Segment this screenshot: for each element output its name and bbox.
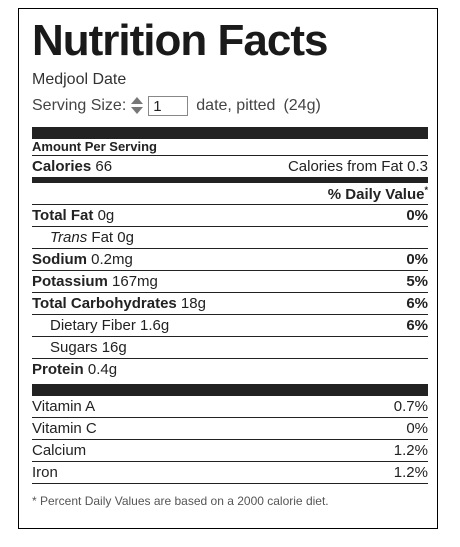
nutrient-label: Total Fat xyxy=(32,207,94,224)
nutrient-label: Fat xyxy=(87,229,114,246)
nutrient-row-sugars: Sugars 16g xyxy=(32,337,428,359)
vitamin-row: Calcium 1.2% xyxy=(32,440,428,462)
daily-value-header-text: % Daily Value* xyxy=(328,185,428,203)
nutrient-label: Dietary Fiber xyxy=(50,317,136,334)
vitamin-row: Vitamin A 0.7% xyxy=(32,396,428,418)
nutrient-cell: Trans Fat 0g xyxy=(50,229,134,246)
nutrient-row-sodium: Sodium 0.2mg 0% xyxy=(32,249,428,271)
nutrient-cell: Potassium 167mg xyxy=(32,273,158,290)
vitamin-dv: 0.7% xyxy=(393,398,428,415)
calories-from-fat-cell: Calories from Fat 0.3 xyxy=(288,158,428,175)
calories-from-fat-value: 0.3 xyxy=(407,158,428,175)
nutrient-cell: Sodium 0.2mg xyxy=(32,251,133,268)
thick-divider xyxy=(32,127,428,139)
nutrient-dv: 0% xyxy=(406,251,428,268)
nutrient-label: Total Carbohydrates xyxy=(32,295,177,312)
calories-value: 66 xyxy=(95,158,113,175)
nutrient-dv: 0% xyxy=(406,207,428,224)
calories-row: Calories 66 Calories from Fat 0.3 xyxy=(32,156,428,177)
nutrient-cell: Dietary Fiber 1.6g xyxy=(50,317,169,334)
nutrient-label: Potassium xyxy=(32,273,108,290)
nutrient-amount: 1.6g xyxy=(140,317,170,334)
nutrient-row-total-fat: Total Fat 0g 0% xyxy=(32,205,428,227)
nutrient-row-potassium: Potassium 167mg 5% xyxy=(32,271,428,293)
nutrient-row-dietary-fiber: Dietary Fiber 1.6g 6% xyxy=(32,315,428,337)
chevron-up-icon[interactable] xyxy=(131,97,144,104)
nutrient-amount: 0.2mg xyxy=(91,251,133,268)
daily-value-asterisk: * xyxy=(424,184,428,195)
vitamin-row: Iron 1.2% xyxy=(32,462,428,484)
nutrient-amount: 0g xyxy=(97,207,115,224)
calories-from-fat-label: Calories from Fat xyxy=(287,158,403,175)
nutrient-row-trans-fat: Trans Fat 0g xyxy=(32,227,428,249)
nutrient-dv: 6% xyxy=(406,295,428,312)
medium-divider xyxy=(32,177,428,183)
nutrition-label-content: Nutrition Facts Medjool Date Serving Siz… xyxy=(32,9,428,508)
nutrient-label-italic: Trans xyxy=(50,229,88,246)
vitamin-label: Vitamin C xyxy=(32,420,97,437)
nutrient-amount: 18g xyxy=(180,295,206,312)
nutrient-label: Sugars xyxy=(50,339,98,356)
nutrient-cell: Total Carbohydrates 18g xyxy=(32,295,206,312)
calories-cell: Calories 66 xyxy=(32,158,112,175)
daily-value-header: % Daily Value* xyxy=(32,183,428,205)
daily-value-footnote: * Percent Daily Values are based on a 20… xyxy=(32,494,329,508)
nutrient-label: Protein xyxy=(32,361,84,378)
nutrient-amount: 0g xyxy=(117,229,134,246)
serving-size-label: Serving Size: xyxy=(32,97,127,114)
amount-per-serving: Amount Per Serving xyxy=(32,139,428,156)
nutrition-label: Nutrition Facts Medjool Date Serving Siz… xyxy=(18,8,438,529)
nutrient-amount: 0.4g xyxy=(87,361,118,378)
vitamin-label: Vitamin A xyxy=(32,398,96,415)
vitamin-label: Calcium xyxy=(32,442,87,459)
nutrient-label: Sodium xyxy=(32,251,87,268)
vitamin-row: Vitamin C 0% xyxy=(32,418,428,440)
vitamin-label: Iron xyxy=(32,464,58,481)
thick-divider xyxy=(32,384,428,396)
food-name: Medjool Date xyxy=(32,71,127,88)
nutrient-cell: Protein 0.4g xyxy=(32,361,117,378)
nutrient-dv: 5% xyxy=(406,273,428,290)
nutrient-row-protein: Protein 0.4g xyxy=(32,359,428,380)
vitamin-dv: 0% xyxy=(406,420,428,437)
vitamin-dv: 1.2% xyxy=(393,442,428,459)
label-title: Nutrition Facts xyxy=(32,16,328,65)
nutrient-amount: 16g xyxy=(101,339,127,356)
chevron-down-icon[interactable] xyxy=(131,107,144,114)
nutrient-cell: Sugars 16g xyxy=(50,339,127,356)
calories-label: Calories xyxy=(32,158,92,175)
vitamin-dv: 1.2% xyxy=(393,464,428,481)
nutrient-cell: Total Fat 0g xyxy=(32,207,114,224)
serving-stepper[interactable] xyxy=(130,97,144,115)
daily-value-label: % Daily Value xyxy=(327,185,425,203)
nutrient-row-total-carbohydrates: Total Carbohydrates 18g 6% xyxy=(32,293,428,315)
nutrient-dv: 6% xyxy=(406,317,428,334)
serving-size-row: Serving Size: date, pitted (24g) xyxy=(32,94,428,118)
serving-weight: (24g) xyxy=(283,97,321,114)
serving-unit: date, pitted xyxy=(196,97,276,114)
nutrient-amount: 167mg xyxy=(112,273,158,290)
serving-quantity-input[interactable] xyxy=(148,96,189,116)
